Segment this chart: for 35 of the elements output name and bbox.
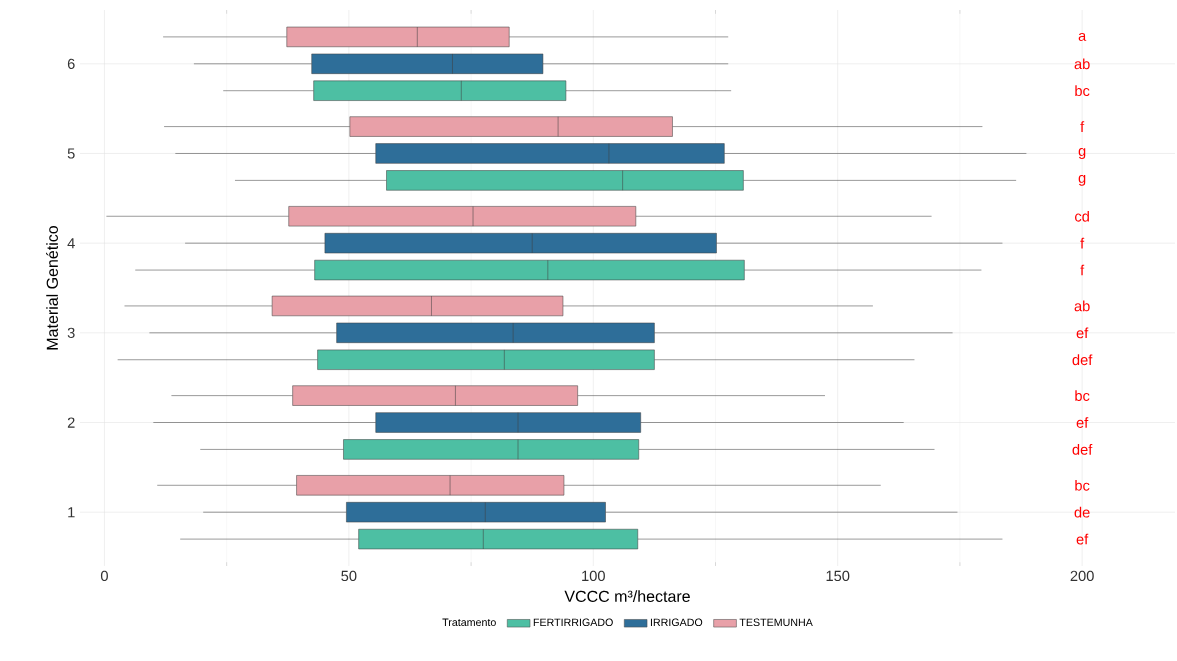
annotation: ef bbox=[1076, 417, 1089, 428]
annotation: f bbox=[1080, 121, 1085, 132]
annotation: ef bbox=[1076, 327, 1089, 339]
annotation: def bbox=[1072, 444, 1093, 455]
y-tick-label: 5 bbox=[67, 148, 75, 159]
x-tick-label: 100 bbox=[582, 570, 605, 582]
legend-label: TESTEMUNHA bbox=[739, 618, 813, 627]
annotation: f bbox=[1080, 264, 1085, 276]
annotation: ef bbox=[1076, 533, 1089, 545]
legend-label: FERTIRRIGADO bbox=[533, 618, 613, 627]
annotation: bc bbox=[1075, 85, 1090, 97]
annotation: bc bbox=[1075, 479, 1090, 491]
x-tick-label: 200 bbox=[1070, 570, 1094, 582]
annotation: g bbox=[1078, 174, 1086, 186]
annotation: cd bbox=[1075, 210, 1089, 222]
y-axis-title: Material Genético bbox=[46, 226, 58, 350]
x-axis-title: VCCC m³/hectare bbox=[564, 590, 690, 602]
annotation: def bbox=[1072, 354, 1093, 366]
x-tick-label: 150 bbox=[826, 570, 850, 582]
annotation: g bbox=[1078, 148, 1086, 159]
legend-title: Tratamento bbox=[442, 618, 496, 627]
annotation: de bbox=[1074, 506, 1090, 518]
y-tick-label: 3 bbox=[67, 327, 75, 339]
annotation: ab bbox=[1074, 58, 1090, 70]
y-tick-label: 1 bbox=[68, 507, 75, 518]
annotation: f bbox=[1080, 237, 1085, 249]
y-tick-label: 2 bbox=[67, 417, 75, 428]
annotation: ab bbox=[1074, 300, 1090, 312]
annotation: bc bbox=[1075, 390, 1090, 401]
legend-label: IRRIGADO bbox=[650, 618, 703, 627]
x-tick-label: 0 bbox=[100, 570, 108, 582]
x-tick-label: 50 bbox=[341, 570, 357, 582]
annotation: a bbox=[1078, 32, 1087, 41]
y-tick-label: 6 bbox=[67, 58, 75, 69]
y-tick-label: 4 bbox=[67, 238, 75, 249]
